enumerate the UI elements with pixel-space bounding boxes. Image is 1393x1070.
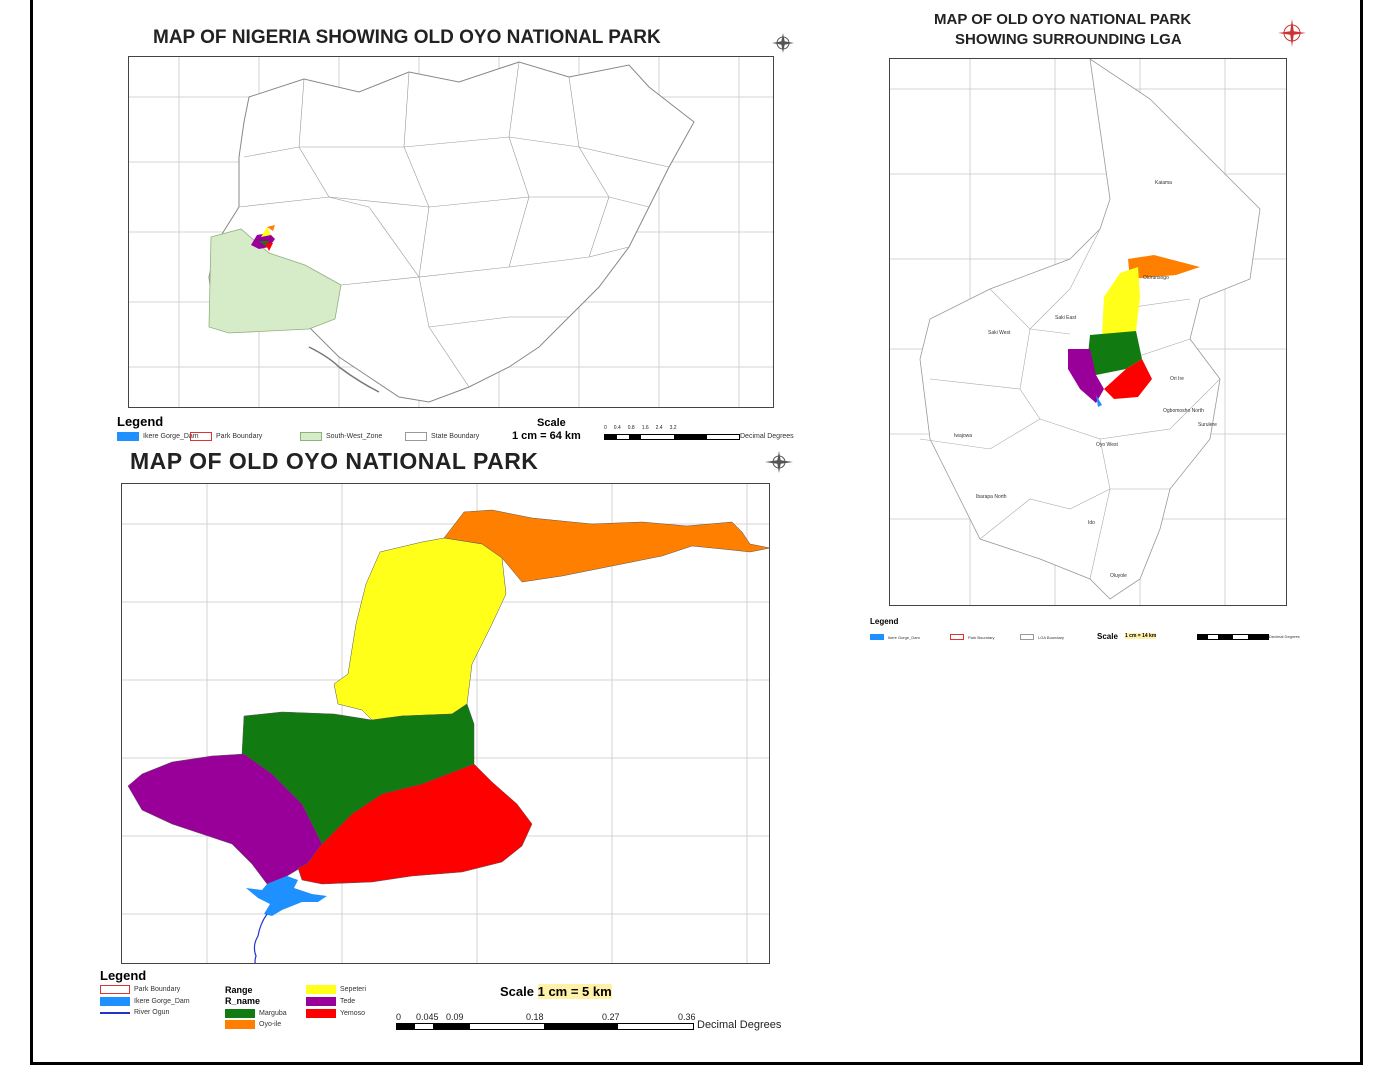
map3-scale: Scale 1 cm = 5 km (500, 984, 612, 999)
map1-legend-state: State Boundary (405, 432, 479, 441)
lga-label-ogbomosho-north: Ogbomosho North (1163, 408, 1204, 414)
map3-legend-marguba: Marguba (225, 1009, 287, 1018)
lga-label-oluyole: Oluyole (1110, 573, 1127, 579)
map3-title: MAP OF OLD OYO NATIONAL PARK (130, 448, 539, 474)
map3-scale-ticks: 0 0.045 0.09 0.18 0.27 0.36 (396, 1012, 696, 1022)
map3-legend-dam: Ikere Gorge_Dam (100, 997, 190, 1006)
lga-label-saki-west: Saki West (988, 330, 1011, 336)
map1-legend-title: Legend (117, 414, 164, 429)
lga-label-oyo-west: Oyo West (1096, 442, 1118, 448)
map3-range-title: Range (225, 985, 253, 995)
compass-icon (765, 451, 793, 473)
map2-legend-title: Legend (870, 617, 899, 626)
compass-icon (1278, 19, 1306, 47)
map2-scale-text: 1 cm = 14 km (1125, 633, 1157, 639)
lga-region-outline (919, 59, 1261, 600)
map3-legend-sepeteri: Sepeteri (306, 985, 366, 994)
map2-title-line2: SHOWING SURROUNDING LGA (955, 31, 1182, 48)
map1-legend-dam: Ikere Gorge_Dam (117, 432, 199, 441)
map2-scale-units: Decimal Degrees (1269, 634, 1300, 639)
map1-scale-text: 1 cm = 64 km (512, 430, 581, 442)
page-frame (30, 0, 1363, 1065)
map1-scale-ticks: 0 0.4 0.8 1.6 2.4 3.2 (604, 425, 677, 431)
lga-label-olorunsogo: Olorunsogo (1143, 275, 1169, 281)
river-ogun (253, 913, 268, 963)
lga-label-kaiama: Kaiama (1155, 180, 1172, 186)
map3-scale-bar (396, 1023, 694, 1030)
lga-label-ori-ire: Ori Ire (1170, 376, 1184, 382)
map3-legend-river: River Ogun (100, 1009, 169, 1016)
compass-icon (772, 33, 794, 53)
lga-label-surulere: Surulere (1198, 422, 1217, 428)
map3-legend-tede: Tede (306, 997, 355, 1006)
lga-label-ido: Ido (1088, 520, 1095, 526)
map1-title: MAP OF NIGERIA SHOWING OLD OYO NATIONAL … (153, 27, 661, 48)
map3-legend-park: Park Boundary (100, 985, 180, 994)
map3-scale-title: Scale (500, 984, 534, 999)
map1-scale-bar (604, 434, 740, 440)
map3-field-name: R_name (225, 996, 261, 1006)
map1-legend-park: Park Boundary (190, 432, 262, 441)
lga-label-saki-east: Saki East (1055, 315, 1077, 321)
map1-scale-units: Decimal Degrees (740, 433, 794, 440)
map2-title-line1: MAP OF OLD OYO NATIONAL PARK (934, 11, 1192, 28)
lga-label-ibarapa-north: Ibarapa North (976, 494, 1007, 500)
map2-legend-park: Park Boundary (950, 634, 994, 640)
ikere-gorge-dam (246, 876, 327, 916)
lga-label-iwajowa: Iwajowa (954, 433, 973, 439)
map1-legend-southwest: South-West_Zone (300, 432, 382, 441)
nigeria-outline (208, 61, 695, 403)
map2-legend-lga: LGA Boundary (1020, 634, 1064, 640)
map3-scale-text: 1 cm = 5 km (537, 984, 612, 999)
region-oyo-ile (443, 509, 769, 583)
map2-legend-dam: Ikere Gorge_Dam (870, 634, 920, 640)
map1-scale-title: Scale (537, 417, 566, 429)
map3-legend-title: Legend (100, 968, 147, 983)
map3-legend-oyo-ile: Oyo-ile (225, 1020, 281, 1029)
map3-legend-yemoso: Yemoso (306, 1009, 365, 1018)
park-map (121, 483, 770, 964)
region-yemoso (297, 763, 533, 885)
lga-map (889, 58, 1287, 606)
region-sepeteri (333, 537, 507, 721)
map2-scale-bar (1197, 634, 1269, 640)
map3-scale-units: Decimal Degrees (697, 1019, 782, 1031)
nigeria-map (128, 56, 774, 408)
map2-scale-title: Scale (1097, 632, 1118, 641)
